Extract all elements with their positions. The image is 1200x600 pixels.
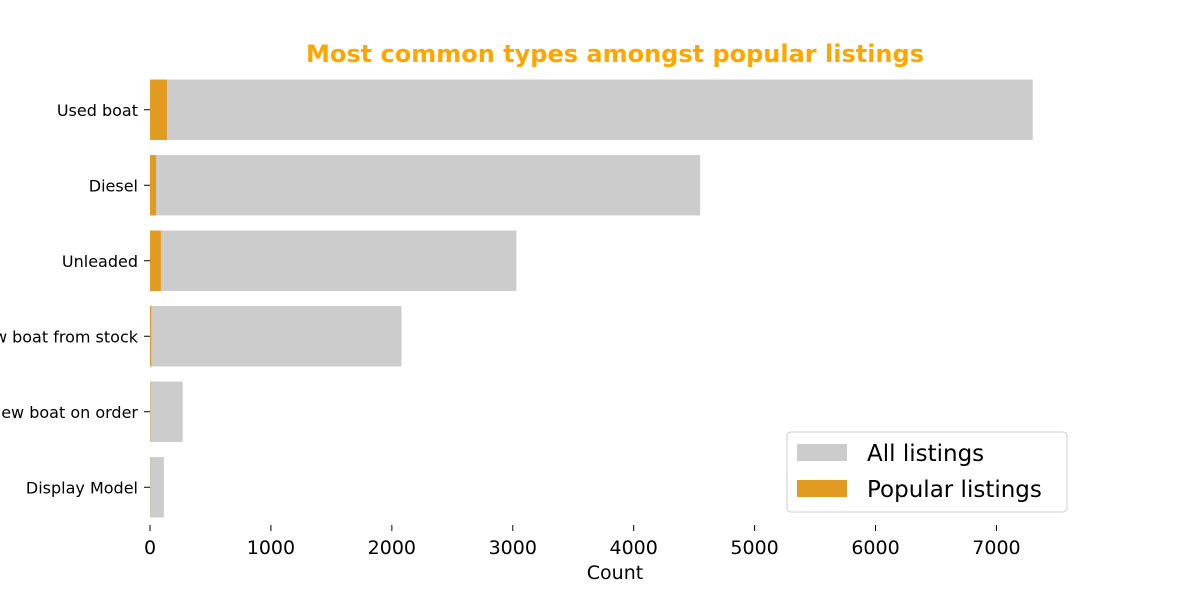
y-tick-label-diesel: Diesel: [89, 176, 138, 195]
x-tick-label-5000: 5000: [730, 537, 778, 559]
x-tick-label-2000: 2000: [368, 537, 416, 559]
legend: All listings Popular listings: [786, 431, 1068, 513]
y-tick-label-new-boat-from-stock: New boat from stock: [0, 327, 139, 346]
y-tick-label-used-boat: Used boat: [57, 101, 138, 120]
bar-popular-listings-used-boat: [150, 79, 167, 140]
axes-layer: Used boat Diesel Unleaded New boat from sto…: [0, 101, 1021, 559]
bar-all-listings-used-boat: [150, 79, 1033, 140]
x-tick-label-7000: 7000: [972, 537, 1020, 559]
y-tick-label-new-boat-on-order: New boat on order: [0, 403, 138, 422]
y-tick-label-display-model: Display Model: [26, 478, 138, 497]
legend-swatch-popular-listings: [797, 480, 847, 497]
legend-frame: [786, 431, 1068, 513]
bar-all-listings-diesel: [150, 155, 701, 216]
x-tick-label-6000: 6000: [851, 537, 899, 559]
x-tick-label-1000: 1000: [247, 537, 295, 559]
x-tick-label-4000: 4000: [610, 537, 658, 559]
y-tick-label-unleaded: Unleaded: [62, 252, 138, 271]
bars-layer: [150, 79, 1033, 518]
bar-popular-listings-diesel: [150, 155, 157, 216]
legend-label-all-listings: All listings: [867, 441, 984, 467]
bar-all-listings-display-model: [150, 457, 164, 518]
bar-all-listings-new-boat-on-order: [150, 381, 183, 442]
chart-title: Most common types amongst popular listin…: [306, 40, 924, 68]
bar-popular-listings-new-boat-from-stock: [150, 306, 152, 367]
bar-popular-listings-unleaded: [150, 230, 161, 291]
legend-label-popular-listings: Popular listings: [867, 477, 1042, 503]
x-tick-label-0: 0: [144, 537, 156, 559]
bar-all-listings-unleaded: [150, 230, 517, 291]
x-axis-label: Count: [587, 562, 643, 584]
x-tick-label-3000: 3000: [489, 537, 537, 559]
bar-all-listings-new-boat-from-stock: [150, 306, 402, 367]
legend-swatch-all-listings: [797, 444, 847, 461]
